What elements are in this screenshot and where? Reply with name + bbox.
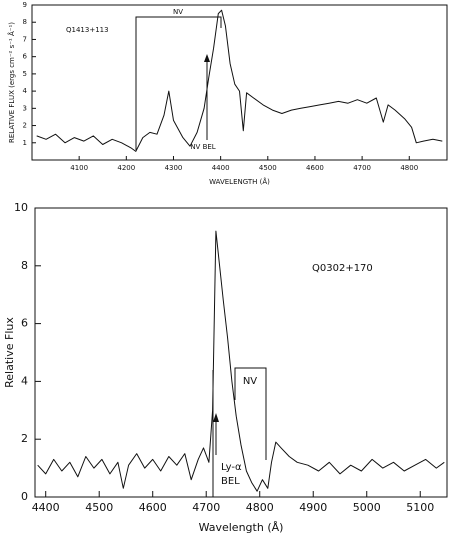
- y-tick-label: 4: [23, 87, 28, 95]
- x-tick-label: 4500: [259, 164, 277, 172]
- y-axis-title: RELATIVE FLUX (ergs cm⁻² s⁻¹ Å⁻¹): [7, 22, 16, 143]
- y-axis-title: Relative Flux: [3, 317, 16, 388]
- x-tick-label: 4600: [306, 164, 324, 172]
- annotation: Ly-α: [221, 462, 242, 473]
- x-tick-label: 4100: [70, 164, 88, 172]
- x-tick-label: 4800: [246, 501, 274, 514]
- annotation: NV: [173, 8, 183, 16]
- y-tick-label: 6: [23, 53, 28, 61]
- x-tick-label: 4900: [299, 501, 327, 514]
- x-tick-label: 4800: [400, 164, 418, 172]
- y-tick-label: 8: [21, 259, 28, 272]
- x-tick-label: 4600: [139, 501, 167, 514]
- plot-frame: [34, 207, 448, 498]
- y-tick-label: 9: [23, 1, 27, 9]
- x-axis-title: Wavelength (Å): [199, 521, 284, 534]
- x-tick-label: 4700: [353, 164, 371, 172]
- x-tick-label: 4200: [117, 164, 135, 172]
- y-tick-label: 3: [23, 104, 27, 112]
- annotation: Q0302+170: [312, 263, 373, 274]
- y-tick-label: 8: [23, 18, 27, 26]
- arrow-head: [213, 413, 219, 422]
- y-tick-label: 6: [21, 317, 28, 330]
- y-tick-label: 1: [23, 139, 27, 147]
- annotation: NV BEL: [190, 143, 215, 151]
- x-tick-label: 4700: [192, 501, 220, 514]
- x-tick-label: 5000: [353, 501, 381, 514]
- annotation: BEL: [221, 476, 240, 487]
- y-tick-label: 10: [14, 201, 28, 214]
- x-axis-title: WAVELENGTH (Å): [209, 177, 270, 186]
- nv-bracket: [135, 16, 222, 150]
- x-tick-label: 4400: [212, 164, 230, 172]
- annotation: NV: [243, 376, 257, 387]
- annotation: Q1413+113: [66, 26, 109, 34]
- y-tick-label: 7: [23, 35, 27, 43]
- y-tick-label: 5: [23, 70, 27, 78]
- spectrum: [36, 9, 443, 152]
- arrow-head: [204, 54, 210, 62]
- x-tick-label: 4500: [85, 501, 113, 514]
- plot-frame: [31, 4, 448, 161]
- y-tick-label: 4: [21, 374, 28, 387]
- spectrum: [37, 230, 445, 492]
- y-tick-label: 0: [21, 490, 28, 503]
- x-tick-label: 5100: [406, 501, 434, 514]
- y-tick-label: 2: [23, 122, 27, 130]
- x-tick-label: 4400: [32, 501, 60, 514]
- y-tick-label: 2: [21, 432, 28, 445]
- x-tick-label: 4300: [165, 164, 183, 172]
- nv-bracket: [234, 367, 267, 460]
